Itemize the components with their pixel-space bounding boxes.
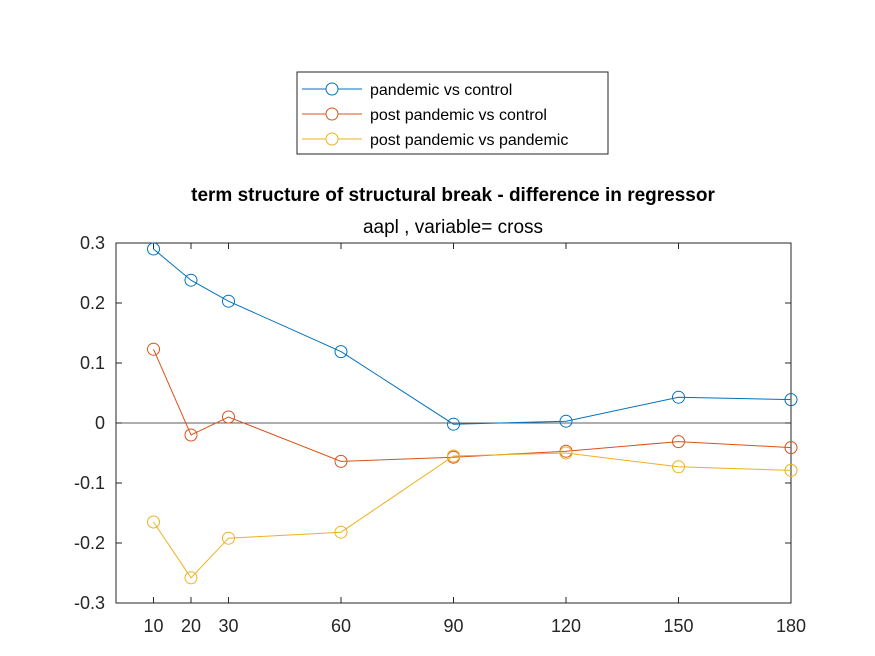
y-tick-label: 0.3 <box>80 233 105 253</box>
x-axis: 10 20 30 60 90 120 150 180 <box>143 243 806 636</box>
y-tick-label: -0.2 <box>74 533 105 553</box>
data-point <box>672 435 685 449</box>
y-tick-label: -0.3 <box>74 593 105 613</box>
data-point <box>147 515 160 529</box>
x-tick-label: 10 <box>143 616 163 636</box>
series-2 <box>147 342 798 468</box>
series-line <box>153 348 792 462</box>
y-tick-label: 0.2 <box>80 293 105 313</box>
data-point <box>222 294 235 308</box>
x-tick-label: 20 <box>181 616 201 636</box>
legend-marker <box>325 82 339 96</box>
data-point <box>672 460 685 474</box>
data-point <box>784 441 798 455</box>
chart-subtitle: aapl , variable= cross <box>363 217 543 238</box>
y-tick-label: 0 <box>95 413 105 433</box>
legend-box <box>296 71 609 155</box>
data-point <box>447 449 460 463</box>
data-point <box>147 342 160 356</box>
data-point <box>447 417 460 431</box>
x-tick-label: 90 <box>443 616 463 636</box>
series-line <box>153 248 792 425</box>
data-point <box>222 531 235 545</box>
plot-area: 0.30.20.10-0.1-0.2-0.3 10 20 30 60 90 120 150 1… <box>74 233 806 636</box>
legend-label: pandemic vs control <box>370 82 512 99</box>
legend-entry: post pandemic vs control <box>302 107 547 124</box>
data-point <box>559 446 573 460</box>
x-tick-label: 180 <box>776 616 806 636</box>
data-point <box>672 390 685 404</box>
legend-label: post pandemic vs control <box>370 107 547 124</box>
series-line <box>153 452 792 579</box>
data-point <box>334 345 348 359</box>
legend-marker <box>325 132 339 146</box>
data-point <box>334 454 348 468</box>
data-point <box>147 242 160 256</box>
y-tick-label: -0.1 <box>74 473 105 493</box>
series-1 <box>147 242 798 431</box>
data-point <box>559 414 573 428</box>
legend-marker <box>325 107 339 121</box>
x-tick-label: 30 <box>218 616 238 636</box>
legend-entry: pandemic vs control <box>302 82 512 99</box>
data-point <box>184 273 198 287</box>
series-layer <box>147 242 798 585</box>
data-point <box>334 525 348 539</box>
y-tick-label: 0.1 <box>80 353 105 373</box>
legend: pandemic vs control post pandemic vs cont… <box>296 71 609 155</box>
data-point <box>784 393 798 407</box>
legend-entry: post pandemic vs pandemic <box>302 132 568 149</box>
x-tick-label: 150 <box>663 616 693 636</box>
legend-label: post pandemic vs pandemic <box>370 132 568 149</box>
x-tick-label: 120 <box>551 616 581 636</box>
series-3 <box>147 446 798 585</box>
y-axis: 0.3 0.2 0.1 0 -0.1 -0.2 -0.3 <box>74 233 791 613</box>
data-point <box>222 410 235 424</box>
data-point <box>784 463 798 477</box>
data-point <box>184 571 198 585</box>
x-tick-label: 60 <box>331 616 351 636</box>
data-point <box>184 428 198 442</box>
chart-title: term structure of structural break - dif… <box>191 185 715 206</box>
